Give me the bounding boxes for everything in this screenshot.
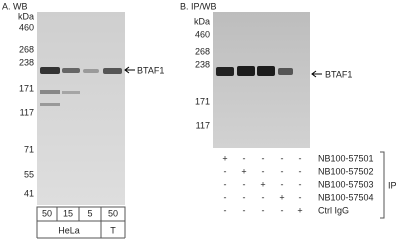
lane-box — [36, 206, 126, 222]
band — [40, 67, 60, 74]
lane-label: 50 — [42, 208, 52, 218]
group-label: HeLa — [58, 225, 80, 235]
bracket — [380, 151, 385, 219]
arrow — [124, 66, 135, 74]
sign: - — [243, 192, 246, 202]
sign: - — [281, 166, 284, 176]
sign: + — [279, 192, 284, 202]
marker-label: 71 — [24, 144, 34, 154]
blot-a — [37, 12, 125, 205]
panel-title: B. IP/WB — [180, 1, 217, 11]
row-label: NB100-57504 — [318, 192, 374, 202]
marker-label: 41 — [24, 188, 34, 198]
marker-label: 460 — [195, 29, 210, 39]
unit-label: kDa — [194, 16, 210, 26]
band — [40, 103, 60, 106]
row-label: Ctrl IgG — [318, 205, 349, 215]
arrow — [311, 70, 322, 78]
row-label: NB100-57502 — [318, 166, 374, 176]
sign: - — [262, 153, 265, 163]
band — [257, 66, 275, 76]
band — [216, 67, 234, 76]
marker-label: 55 — [24, 169, 34, 179]
marker-label: 171 — [195, 96, 210, 106]
marker-label: 117 — [20, 107, 34, 117]
group-label: T — [110, 225, 116, 235]
lane-label: 50 — [108, 208, 118, 218]
row-label: NB100-57501 — [318, 153, 374, 163]
sign: + — [297, 205, 302, 215]
sign: - — [281, 179, 284, 189]
sign: - — [224, 205, 227, 215]
sign: - — [262, 192, 265, 202]
sign: - — [262, 166, 265, 176]
marker-label: 171 — [19, 83, 34, 93]
marker-label: 238 — [19, 57, 34, 67]
lane-label: 5 — [87, 208, 92, 218]
row-label: NB100-57503 — [318, 179, 374, 189]
band — [83, 69, 99, 73]
band — [62, 91, 80, 94]
blot-b — [213, 12, 310, 148]
sign: - — [243, 205, 246, 215]
sign: - — [299, 192, 302, 202]
band-label: BTAF1 — [137, 65, 164, 75]
sign: - — [243, 179, 246, 189]
sign: + — [260, 179, 265, 189]
marker-label: 460 — [19, 22, 34, 32]
sign: - — [281, 205, 284, 215]
sign: - — [299, 166, 302, 176]
sign: - — [299, 153, 302, 163]
sign: - — [281, 153, 284, 163]
band — [62, 68, 80, 73]
sign: - — [224, 192, 227, 202]
band — [40, 90, 60, 94]
band-label: BTAF1 — [325, 69, 352, 79]
marker-label: 268 — [195, 46, 210, 56]
unit-label: kDa — [18, 11, 34, 21]
band — [278, 68, 293, 75]
marker-label: 238 — [195, 59, 210, 69]
sign: - — [299, 179, 302, 189]
sign: - — [262, 205, 265, 215]
sign: - — [224, 179, 227, 189]
sign: + — [222, 153, 227, 163]
sign: - — [224, 166, 227, 176]
side-label: IP — [388, 180, 397, 190]
marker-label: 117 — [196, 120, 210, 130]
sign: + — [241, 166, 246, 176]
sign: - — [243, 153, 246, 163]
panel-title: A. WB — [2, 1, 28, 11]
band — [237, 66, 255, 76]
marker-label: 268 — [19, 44, 34, 54]
band — [103, 68, 122, 74]
lane-label: 15 — [63, 208, 73, 218]
